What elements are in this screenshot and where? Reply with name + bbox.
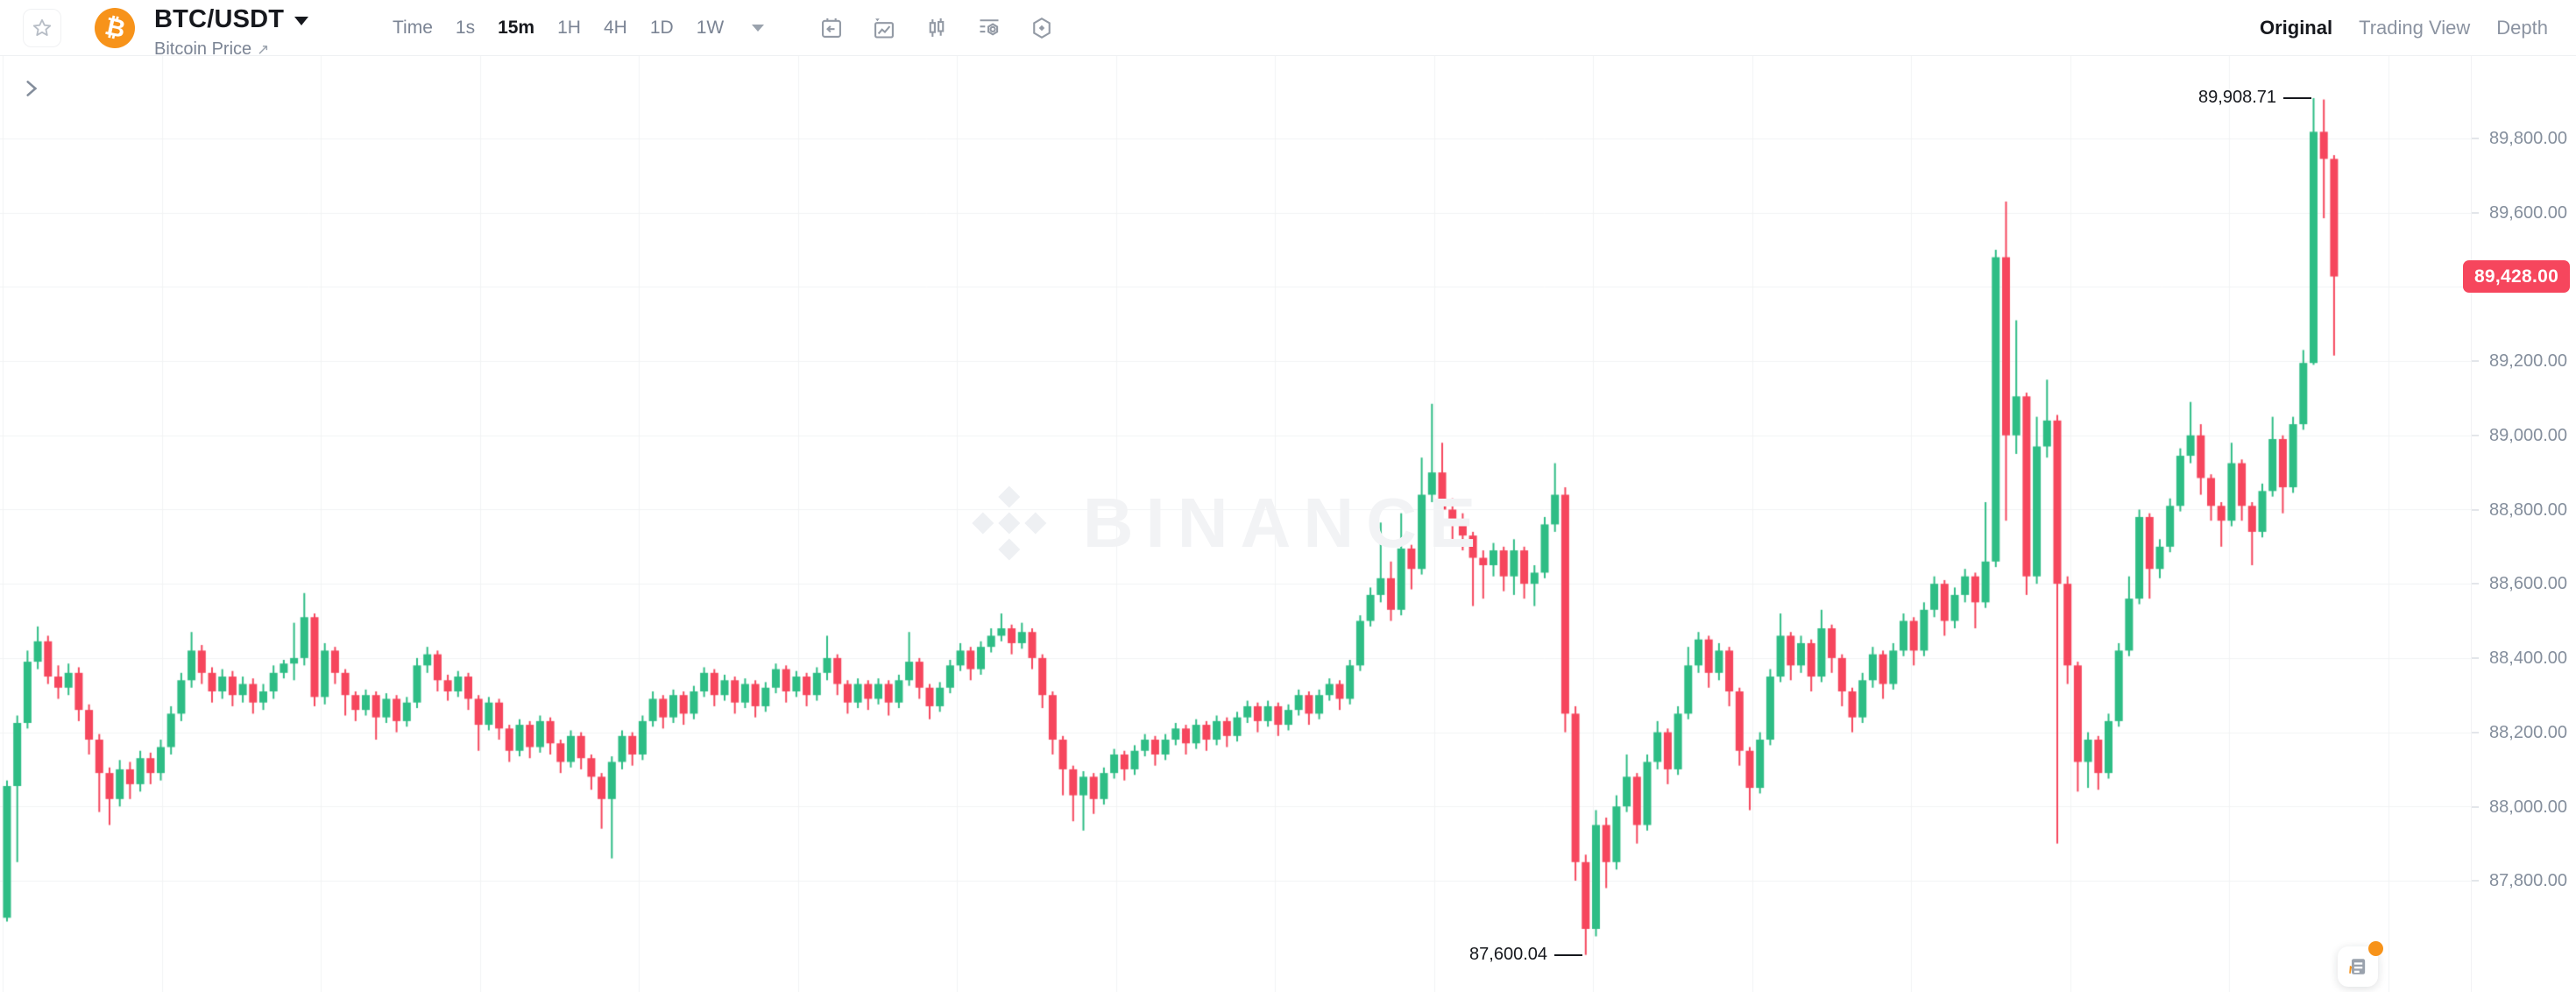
bitcoin-price-link[interactable]: Bitcoin Price ↗ (154, 39, 270, 59)
page-title: BTC/USDT (154, 5, 285, 33)
chart-canvas[interactable] (0, 56, 2471, 992)
axis-tick-label: 88,000.00 (2472, 796, 2576, 818)
indicator-settings-icon[interactable] (976, 15, 1002, 41)
session-low-annotation: 87,600.04 (1469, 945, 1582, 965)
chart-header: ₿ BTC/USDT Bitcoin Price ↗ Time 1s 15m 1… (0, 0, 2576, 59)
chart-settings-icon[interactable] (1029, 15, 1055, 41)
axis-tick-label: 88,200.00 (2472, 721, 2576, 744)
star-icon (32, 18, 52, 36)
interval-1s[interactable]: 1s (455, 18, 476, 38)
chart-style-icon[interactable] (871, 15, 897, 41)
interval-4h[interactable]: 4H (603, 18, 627, 38)
interval-15m[interactable]: 15m (498, 18, 535, 38)
interval-time[interactable]: Time (393, 18, 433, 38)
expand-panel-chevron[interactable] (18, 75, 44, 102)
favorite-star-button[interactable] (23, 9, 61, 47)
notification-dot (2368, 941, 2383, 956)
low-marker-line (1554, 953, 1582, 956)
current-price-badge: 89,428.00 (2463, 260, 2570, 293)
candlestick-icon[interactable] (924, 15, 950, 41)
external-link-icon: ↗ (257, 40, 270, 58)
chart-view-tabs: Original Trading View Depth (2260, 0, 2548, 56)
axis-tick-label: 87,800.00 (2472, 869, 2576, 892)
news-icon (2349, 959, 2366, 974)
symbol-selector[interactable]: BTC/USDT (154, 5, 309, 34)
interval-toolbar: Time 1s 15m 1H 4H 1D 1W (393, 0, 1055, 56)
price-axis[interactable]: 89,800.00 89,600.00 89,200.00 89,000.00 … (2463, 56, 2576, 992)
tab-original[interactable]: Original (2259, 17, 2333, 39)
tab-trading-view[interactable]: Trading View (2359, 17, 2471, 39)
high-marker-line (2283, 96, 2311, 99)
high-price-label: 89,908.71 (2198, 88, 2276, 107)
goto-date-calendar-icon[interactable] (818, 15, 845, 41)
axis-tick-label: 89,600.00 (2472, 202, 2576, 224)
bitcoin-logo: ₿ (95, 8, 135, 48)
axis-tick-label: 88,800.00 (2472, 499, 2576, 521)
axis-tick-label: 89,000.00 (2472, 424, 2576, 447)
interval-1d[interactable]: 1D (649, 18, 674, 38)
tab-depth[interactable]: Depth (2496, 17, 2548, 39)
axis-tick-label: 88,400.00 (2472, 647, 2576, 670)
interval-1w[interactable]: 1W (696, 18, 725, 38)
news-feed-button[interactable] (2338, 941, 2383, 987)
interval-1h[interactable]: 1H (557, 18, 581, 38)
chevron-down-icon (294, 17, 309, 25)
chart-tools (818, 15, 1055, 41)
more-intervals-chevron-icon[interactable] (752, 25, 765, 32)
axis-tick-label: 89,200.00 (2472, 350, 2576, 372)
session-high-annotation: 89,908.71 (2198, 88, 2311, 108)
axis-tick-label: 88,600.00 (2472, 572, 2576, 595)
low-price-label: 87,600.04 (1469, 945, 1547, 964)
candlestick-chart: BINANCE 89,908.71 87,600.04 89,800.00 89… (0, 56, 2576, 992)
axis-tick-label: 89,800.00 (2472, 127, 2576, 150)
